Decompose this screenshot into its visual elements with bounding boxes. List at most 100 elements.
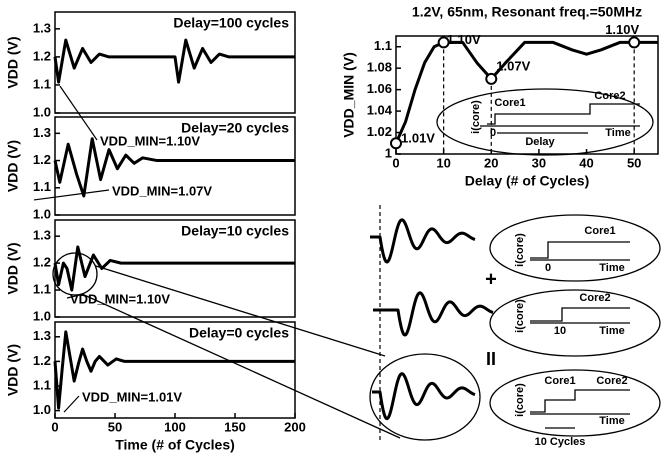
y-tick-label: 1 bbox=[385, 145, 392, 160]
y-tick-label: 1.2 bbox=[33, 152, 51, 167]
inset-label: i(core) bbox=[470, 100, 482, 134]
inset-label: i(core) bbox=[514, 299, 526, 333]
x-tick-label: 50 bbox=[108, 419, 122, 434]
inset-label: Core1 bbox=[494, 97, 525, 109]
y-tick-label: 1.3 bbox=[33, 228, 51, 243]
inset-ellipse bbox=[489, 289, 661, 357]
inset-label: 10 bbox=[554, 325, 566, 337]
inset-label: Core2 bbox=[596, 375, 627, 387]
zoom-line bbox=[81, 293, 401, 439]
x-tick-label: 0 bbox=[392, 155, 399, 170]
line bbox=[53, 137, 295, 198]
y-tick-label: 1.0 bbox=[33, 104, 51, 119]
x-tick-label: 150 bbox=[224, 419, 246, 434]
equals-sign: II bbox=[486, 349, 496, 369]
y-tick-label: 1.3 bbox=[33, 20, 51, 35]
inset-label: Core1 bbox=[544, 375, 575, 387]
x-tick-label: 50 bbox=[627, 155, 641, 170]
y-tick-label: 1.04 bbox=[367, 103, 393, 118]
y-tick-label: 1.08 bbox=[367, 60, 392, 75]
waveform bbox=[373, 291, 494, 337]
panel-title: Delay=20 cycles bbox=[181, 120, 289, 136]
decorations bbox=[52, 88, 661, 442]
inset-ellipse bbox=[436, 88, 654, 156]
x-tick-label: 100 bbox=[164, 419, 186, 434]
zoom-line bbox=[95, 265, 386, 357]
chart-title: 1.2V, 65nm, Resonant freq.=50MHz bbox=[412, 4, 642, 20]
y-tick-label: 1.02 bbox=[367, 124, 392, 139]
step bbox=[530, 241, 630, 259]
inset-label: Time bbox=[605, 127, 630, 139]
annotation: VDD_MIN=1.10V bbox=[100, 133, 200, 148]
inset-label: Delay bbox=[525, 136, 555, 148]
annotation: VDD_MIN=1.01V bbox=[82, 389, 182, 404]
point-label: 1.10V bbox=[605, 22, 639, 37]
inset-label: 10 Cycles bbox=[535, 436, 586, 448]
point bbox=[437, 36, 450, 49]
x-axis-label: Delay (# of Cycles) bbox=[465, 173, 590, 189]
x-tick-label: 10 bbox=[436, 155, 450, 170]
y-tick-label: 1.0 bbox=[33, 206, 51, 221]
waveform bbox=[372, 372, 476, 421]
y-tick-label: 1.1 bbox=[33, 281, 51, 296]
inset-label: Time bbox=[599, 262, 624, 274]
y-tick-label: 1.0 bbox=[33, 308, 51, 323]
y-tick-label: 1.1 bbox=[33, 76, 51, 91]
y-tick-label: 1.3 bbox=[33, 125, 51, 140]
plus-sign: + bbox=[485, 268, 497, 290]
zoom-ellipse bbox=[369, 353, 481, 441]
inset-ellipse bbox=[489, 214, 661, 282]
y-tick-label: 1.1 bbox=[33, 377, 51, 392]
inset-label: Core2 bbox=[579, 292, 610, 304]
x-axis-label: Time (# of Cycles) bbox=[115, 437, 235, 453]
zoom-source bbox=[52, 252, 98, 296]
annotation-arrow bbox=[59, 85, 98, 141]
point-label: 1.07V bbox=[496, 58, 530, 73]
y-tick-label: 1.1 bbox=[374, 38, 392, 53]
x-tick-label: 30 bbox=[532, 155, 546, 170]
y-axis-label: VDD (V) bbox=[5, 242, 21, 294]
step bbox=[530, 389, 630, 413]
y-axis-label: VDD (V) bbox=[5, 36, 21, 88]
inset-label: Time bbox=[599, 415, 624, 427]
y-tick-label: 1.2 bbox=[33, 255, 51, 270]
point-label: 1.10V bbox=[447, 32, 481, 47]
y-tick-label: 1.3 bbox=[33, 328, 51, 343]
inset-label: 0 bbox=[490, 127, 496, 139]
inset-label: Time bbox=[599, 325, 624, 337]
y-axis-label: VDD (V) bbox=[5, 140, 21, 192]
inset-label: i(core) bbox=[514, 383, 526, 417]
line bbox=[53, 245, 295, 292]
inset-label: i(core) bbox=[514, 233, 526, 267]
y-tick-label: 1.1 bbox=[33, 179, 51, 194]
x-tick-label: 0 bbox=[51, 419, 58, 434]
line bbox=[53, 330, 295, 410]
point bbox=[485, 72, 498, 85]
step bbox=[530, 307, 630, 322]
panel-title: Delay=10 cycles bbox=[181, 223, 289, 239]
y-tick-label: 1.2 bbox=[33, 48, 51, 63]
y-tick-label: 1.2 bbox=[33, 353, 51, 368]
line bbox=[53, 38, 295, 84]
point bbox=[628, 36, 641, 49]
point bbox=[390, 137, 402, 150]
x-tick-label: 200 bbox=[284, 419, 306, 434]
x-tick-label: 40 bbox=[579, 155, 593, 170]
inset-ellipse bbox=[489, 369, 661, 437]
y-tick-label: 1.06 bbox=[367, 81, 392, 96]
step bbox=[487, 103, 640, 125]
annotation-arrow bbox=[63, 395, 80, 413]
panel-title: Delay=100 cycles bbox=[173, 15, 289, 31]
y-tick-label: 1.0 bbox=[33, 402, 51, 417]
inset-label: Core1 bbox=[584, 225, 615, 237]
annotation: VDD_MIN=1.10V bbox=[70, 291, 170, 306]
inset-label: 0 bbox=[545, 262, 551, 274]
annotation-arrow bbox=[33, 189, 110, 201]
annotation: VDD_MIN=1.07V bbox=[112, 183, 212, 198]
panel-title: Delay=0 cycles bbox=[189, 325, 289, 341]
y-axis-label: VDD_MIN (V) bbox=[341, 52, 357, 138]
x-tick-label: 20 bbox=[484, 155, 498, 170]
y-axis-label: VDD (V) bbox=[5, 344, 21, 396]
waveform bbox=[370, 218, 476, 264]
